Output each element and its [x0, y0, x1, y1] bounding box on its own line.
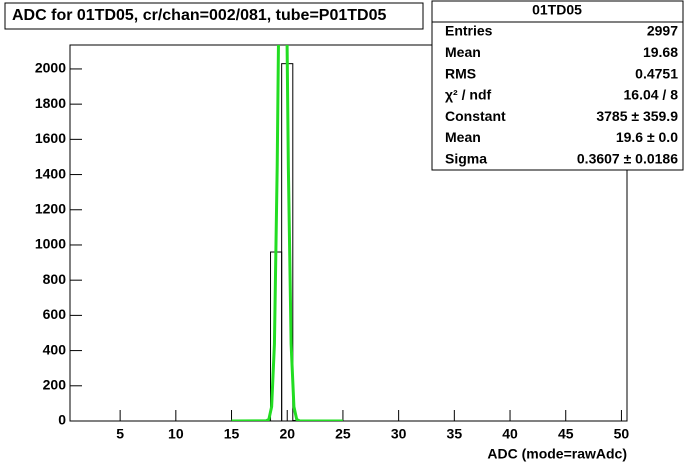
- x-tick-label: 20: [279, 426, 295, 442]
- x-tick-label: 35: [447, 426, 463, 442]
- stats-value: 0.3607 ± 0.0186: [577, 151, 678, 167]
- y-tick-label: 1600: [35, 130, 66, 146]
- x-tick-label: 5: [116, 426, 124, 442]
- fit-curve: [231, 45, 343, 421]
- x-tick-label: 45: [558, 426, 574, 442]
- stats-label: χ² / ndf: [445, 87, 491, 103]
- stats-value: 19.6 ± 0.0: [616, 129, 678, 145]
- y-tick-label: 1000: [35, 236, 66, 252]
- stats-label: Mean: [445, 44, 481, 60]
- x-tick-label: 50: [614, 426, 630, 442]
- plot-frame: [69, 44, 628, 422]
- stats-value: 3785 ± 359.9: [596, 108, 678, 124]
- stats-label: Mean: [445, 129, 481, 145]
- x-tick-label: 10: [168, 426, 184, 442]
- x-tick-label: 15: [224, 426, 240, 442]
- fit-layer: [231, 45, 343, 421]
- y-tick-label: 200: [43, 376, 67, 392]
- x-tick-label: 30: [391, 426, 407, 442]
- stats-label: RMS: [445, 65, 476, 81]
- stats-value: 0.4751: [635, 65, 678, 81]
- stats-label: Sigma: [445, 151, 487, 167]
- y-tick-label: 800: [43, 271, 67, 287]
- stats-label: Constant: [445, 108, 506, 124]
- stats-title: 01TD05: [532, 2, 582, 18]
- y-tick-label: 2000: [35, 60, 66, 76]
- stats-value: 16.04 / 8: [624, 87, 679, 103]
- y-tick-label: 600: [43, 306, 67, 322]
- y-tick-label: 400: [43, 341, 67, 357]
- x-axis-label: ADC (mode=rawAdc): [487, 446, 627, 462]
- x-tick-label: 40: [502, 426, 518, 442]
- stats-box: [431, 0, 684, 171]
- y-tick-label: 1400: [35, 165, 66, 181]
- chart-title: ADC for 01TD05, cr/chan=002/081, tube=P0…: [12, 7, 386, 24]
- stats-value: 2997: [647, 23, 678, 39]
- x-tick-label: 25: [335, 426, 351, 442]
- stats-label: Entries: [445, 23, 493, 39]
- y-tick-label: 0: [58, 412, 66, 428]
- y-tick-label: 1800: [35, 95, 66, 111]
- title-box: [4, 2, 424, 30]
- y-tick-label: 1200: [35, 200, 66, 216]
- stats-value: 19.68: [643, 44, 678, 60]
